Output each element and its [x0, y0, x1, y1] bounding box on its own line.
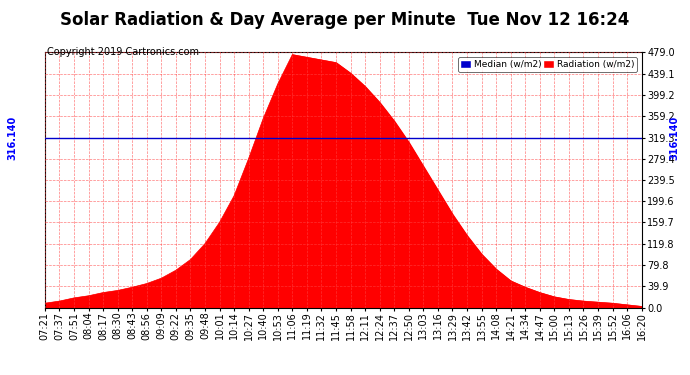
Text: Copyright 2019 Cartronics.com: Copyright 2019 Cartronics.com — [47, 47, 199, 57]
Text: 316.140: 316.140 — [7, 116, 17, 160]
Legend: Median (w/m2), Radiation (w/m2): Median (w/m2), Radiation (w/m2) — [457, 57, 637, 72]
Text: Solar Radiation & Day Average per Minute  Tue Nov 12 16:24: Solar Radiation & Day Average per Minute… — [60, 11, 630, 29]
Text: 316.140: 316.140 — [669, 116, 680, 160]
